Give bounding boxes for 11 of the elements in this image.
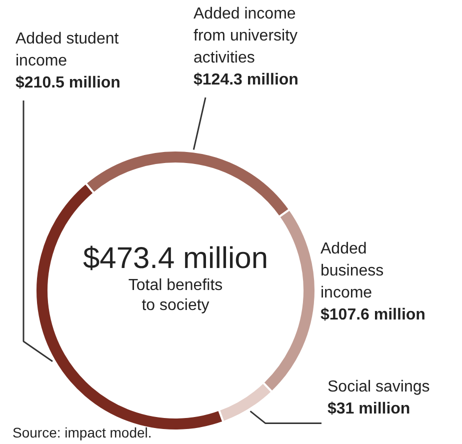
slice-label: Added student income: [16, 30, 120, 70]
data-label: $31 million: [328, 400, 410, 418]
slice-label: Social savings: [328, 378, 430, 396]
source-note: Source: impact model.: [12, 424, 152, 440]
data-label: $124.3 million: [194, 72, 298, 88]
slice-label: Added business income: [320, 240, 384, 302]
data-label: $210.5 million: [16, 74, 120, 92]
slice-label: Added income from university activities: [194, 6, 298, 66]
text: Total benefits to society: [128, 277, 223, 314]
data-label: $107.6 million: [320, 306, 426, 324]
text: $473.4 million: [82, 242, 268, 275]
